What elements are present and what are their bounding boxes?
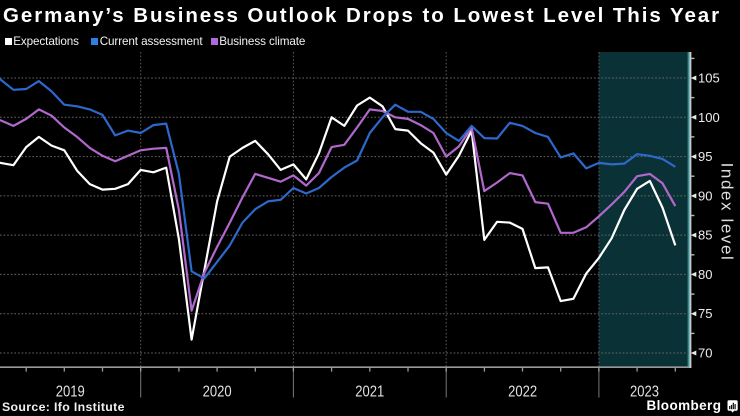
svg-text:100: 100 <box>698 110 720 125</box>
svg-text:2022: 2022 <box>508 383 537 400</box>
svg-text:85: 85 <box>698 228 712 243</box>
svg-text:70: 70 <box>698 346 712 361</box>
svg-text:2019: 2019 <box>56 383 85 400</box>
svg-text:2021: 2021 <box>355 383 384 400</box>
svg-text:75: 75 <box>698 306 712 321</box>
svg-text:95: 95 <box>698 149 712 164</box>
svg-text:Index level: Index level <box>718 163 737 262</box>
svg-text:80: 80 <box>698 267 712 282</box>
svg-text:2023: 2023 <box>630 383 659 400</box>
svg-text:105: 105 <box>698 71 720 86</box>
svg-text:2020: 2020 <box>203 383 232 400</box>
svg-text:90: 90 <box>698 188 712 203</box>
